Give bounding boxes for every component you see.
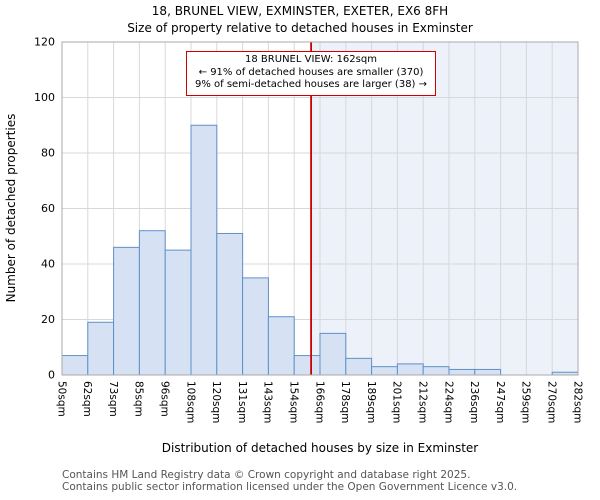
histogram-bar: [448, 368, 476, 376]
x-tick-label: 85sqm: [133, 381, 145, 417]
y-tick-label: 60: [41, 202, 55, 215]
x-tick-label: 131sqm: [236, 381, 248, 423]
x-tick-label: 236sqm: [468, 381, 480, 423]
footer-line-1: Contains HM Land Registry data © Crown c…: [62, 469, 471, 481]
x-tick-label: 120sqm: [210, 381, 222, 423]
x-tick-label: 143sqm: [262, 381, 274, 423]
y-tick-label: 80: [41, 147, 55, 160]
x-tick-label: 96sqm: [159, 381, 171, 417]
y-tick-label: 0: [48, 369, 55, 382]
histogram-bar: [345, 357, 373, 376]
y-tick-label: 40: [41, 258, 55, 271]
x-tick-label: 201sqm: [391, 381, 403, 423]
annotation-line-1: 18 BRUNEL VIEW: 162sqm: [245, 54, 377, 65]
chart-title: 18, BRUNEL VIEW, EXMINSTER, EXETER, EX6 …: [151, 4, 449, 18]
histogram-bar: [267, 316, 295, 376]
histogram-bar: [216, 232, 244, 376]
x-tick-label: 73sqm: [107, 381, 119, 417]
histogram-bar: [190, 124, 218, 376]
histogram-bar: [293, 355, 321, 376]
x-tick-label: 50sqm: [55, 381, 67, 417]
y-tick-label: 100: [34, 91, 55, 104]
histogram-bar: [242, 277, 269, 376]
histogram-bar: [422, 366, 450, 376]
histogram-bar: [87, 321, 115, 376]
annotation-line-3: 9% of semi-detached houses are larger (3…: [194, 79, 428, 90]
x-tick-label: 259sqm: [520, 381, 532, 423]
histogram-bar: [319, 332, 347, 376]
histogram-bar: [113, 246, 140, 376]
chart-subtitle: Size of property relative to detached ho…: [127, 21, 473, 35]
plot-border: [61, 41, 579, 376]
y-tick-label: 20: [41, 313, 55, 326]
annotation-line-2: ← 91% of detached houses are smaller (37…: [198, 66, 424, 78]
x-tick-label: 212sqm: [417, 381, 429, 423]
annotation-box: 18 BRUNEL VIEW: 162sqm ← 91% of detached…: [185, 51, 437, 96]
x-tick-label: 154sqm: [288, 381, 300, 423]
y-axis-label: Number of detached properties: [4, 114, 18, 303]
x-tick-label: 270sqm: [546, 381, 558, 423]
histogram-bar: [61, 355, 89, 376]
x-tick-label: 178sqm: [339, 381, 351, 423]
histogram-bar: [371, 366, 398, 376]
x-tick-label: 189sqm: [365, 381, 377, 423]
x-tick-label: 166sqm: [313, 381, 325, 423]
histogram-bar: [474, 368, 502, 376]
histogram-bar: [164, 249, 192, 376]
x-axis-label: Distribution of detached houses by size …: [162, 441, 479, 455]
x-tick-label: 224sqm: [442, 381, 454, 423]
histogram-bar: [396, 363, 424, 376]
x-tick-label: 108sqm: [184, 381, 196, 423]
footer-line-2: Contains public sector information licen…: [62, 481, 518, 493]
x-tick-label: 282sqm: [571, 381, 583, 423]
y-tick-label: 120: [34, 36, 55, 49]
x-tick-label: 62sqm: [81, 381, 93, 417]
x-tick-label: 247sqm: [494, 381, 506, 423]
histogram-bar: [138, 230, 166, 376]
